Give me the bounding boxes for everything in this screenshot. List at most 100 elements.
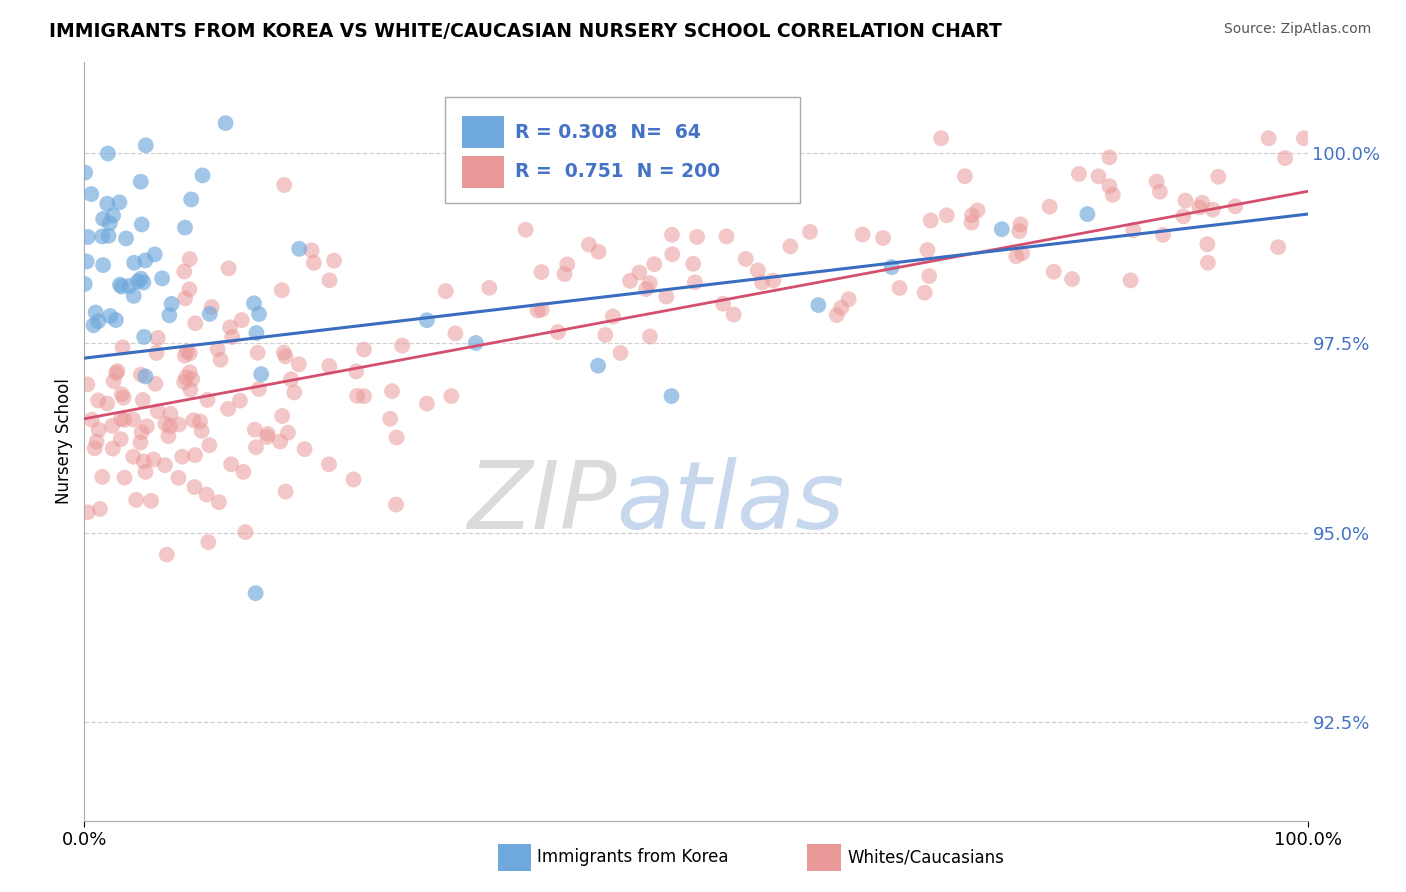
Point	[179, 346, 201, 360]
Point	[183, 413, 205, 427]
Point	[135, 419, 157, 434]
Point	[76, 505, 98, 519]
Point	[526, 303, 548, 318]
Point	[174, 220, 197, 235]
Point	[1292, 131, 1315, 145]
Point	[247, 382, 270, 396]
Point	[288, 357, 311, 371]
Point	[75, 165, 97, 179]
Point	[87, 423, 110, 437]
Point	[1005, 249, 1028, 263]
Point	[643, 257, 665, 271]
Point	[1197, 256, 1219, 270]
Point	[385, 498, 408, 512]
Point	[723, 308, 745, 322]
Point	[181, 372, 204, 386]
Point	[118, 279, 141, 293]
Point	[1087, 169, 1109, 184]
Point	[346, 389, 368, 403]
Point	[250, 367, 273, 381]
Point	[135, 465, 157, 479]
Point	[173, 349, 195, 363]
Point	[76, 377, 98, 392]
Point	[1202, 202, 1225, 217]
Point	[638, 329, 661, 343]
Point	[108, 277, 131, 292]
Point	[318, 458, 340, 472]
Point	[91, 258, 114, 272]
Point	[381, 384, 404, 398]
Point	[201, 300, 224, 314]
FancyBboxPatch shape	[463, 156, 503, 187]
Point	[110, 432, 132, 446]
Point	[762, 274, 785, 288]
Point	[96, 196, 118, 211]
Point	[586, 359, 609, 373]
Point	[385, 430, 408, 444]
Point	[661, 389, 683, 403]
Point	[609, 346, 631, 360]
Point	[1010, 218, 1032, 232]
Point	[889, 281, 911, 295]
Text: R =  0.751  N = 200: R = 0.751 N = 200	[515, 162, 720, 181]
Point	[966, 203, 988, 218]
Point	[1042, 265, 1064, 279]
Point	[73, 277, 96, 291]
Point	[602, 310, 624, 324]
Point	[111, 340, 134, 354]
Point	[1039, 200, 1062, 214]
Point	[960, 216, 983, 230]
Point	[110, 412, 132, 426]
Point	[1008, 224, 1031, 238]
Point	[353, 389, 375, 403]
Point	[917, 243, 939, 257]
Point	[935, 208, 957, 222]
Point	[1122, 223, 1144, 237]
Point	[323, 253, 346, 268]
Point	[86, 434, 108, 449]
Point	[960, 208, 983, 222]
Text: R = 0.308  N=  64: R = 0.308 N= 64	[515, 123, 700, 142]
Point	[89, 502, 111, 516]
Point	[173, 375, 195, 389]
Point	[132, 276, 155, 290]
Point	[1076, 207, 1098, 221]
Point	[661, 227, 683, 242]
Y-axis label: Nursery School: Nursery School	[55, 378, 73, 505]
Point	[274, 350, 297, 364]
Point	[111, 279, 134, 293]
Point	[588, 244, 610, 259]
Point	[655, 289, 678, 303]
Point	[593, 328, 616, 343]
Point	[277, 425, 299, 440]
Point	[880, 260, 903, 275]
Point	[799, 225, 821, 239]
Point	[391, 338, 413, 352]
Point	[294, 442, 316, 457]
Point	[416, 313, 439, 327]
Point	[129, 271, 152, 285]
Point	[918, 269, 941, 284]
Point	[636, 282, 658, 296]
Point	[1146, 174, 1168, 188]
Point	[440, 389, 463, 403]
Point	[157, 308, 180, 322]
Point	[553, 267, 575, 281]
Point	[830, 301, 852, 315]
Point	[155, 417, 177, 431]
Point	[991, 222, 1014, 236]
Point	[174, 370, 197, 384]
Point	[257, 427, 280, 442]
Point	[174, 291, 197, 305]
Point	[122, 256, 145, 270]
Point	[711, 297, 734, 311]
Point	[851, 227, 873, 242]
Point	[179, 282, 201, 296]
Point	[221, 330, 243, 344]
Point	[245, 586, 267, 600]
Point	[929, 131, 952, 145]
Point	[135, 138, 157, 153]
Point	[97, 228, 120, 243]
Point	[555, 257, 578, 271]
Point	[97, 146, 120, 161]
